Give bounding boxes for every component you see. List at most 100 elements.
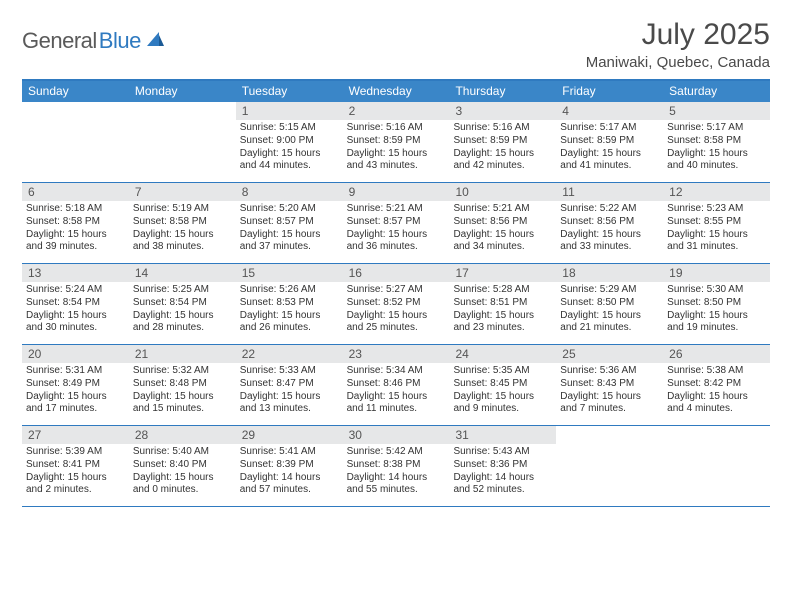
sunrise-text: Sunrise: 5:41 AM <box>240 446 339 459</box>
day-number: 15 <box>236 264 343 282</box>
sunset-text: Sunset: 8:42 PM <box>667 378 766 391</box>
daylight-text: Daylight: 15 hours and 34 minutes. <box>453 229 552 255</box>
sunrise-text: Sunrise: 5:28 AM <box>453 284 552 297</box>
sunrise-text: Sunrise: 5:36 AM <box>560 365 659 378</box>
sunrise-text: Sunrise: 5:23 AM <box>667 203 766 216</box>
day-number: 7 <box>129 183 236 201</box>
day-number: 25 <box>556 345 663 363</box>
day-info: Sunrise: 5:42 AMSunset: 8:38 PMDaylight:… <box>343 444 450 501</box>
day-number: 8 <box>236 183 343 201</box>
day-number: 19 <box>663 264 770 282</box>
calendar-cell: 18Sunrise: 5:29 AMSunset: 8:50 PMDayligh… <box>556 264 663 344</box>
day-info: Sunrise: 5:29 AMSunset: 8:50 PMDaylight:… <box>556 282 663 339</box>
day-info: Sunrise: 5:16 AMSunset: 8:59 PMDaylight:… <box>343 120 450 177</box>
day-number: 9 <box>343 183 450 201</box>
calendar-cell: 4Sunrise: 5:17 AMSunset: 8:59 PMDaylight… <box>556 102 663 182</box>
day-number: 13 <box>22 264 129 282</box>
daylight-text: Daylight: 15 hours and 36 minutes. <box>347 229 446 255</box>
day-info: Sunrise: 5:36 AMSunset: 8:43 PMDaylight:… <box>556 363 663 420</box>
sunrise-text: Sunrise: 5:16 AM <box>347 122 446 135</box>
day-number: 4 <box>556 102 663 120</box>
weekday-header-row: Sunday Monday Tuesday Wednesday Thursday… <box>22 81 770 102</box>
day-number: 27 <box>22 426 129 444</box>
day-info: Sunrise: 5:24 AMSunset: 8:54 PMDaylight:… <box>22 282 129 339</box>
sunset-text: Sunset: 8:55 PM <box>667 216 766 229</box>
daylight-text: Daylight: 15 hours and 15 minutes. <box>133 391 232 417</box>
calendar-cell: 19Sunrise: 5:30 AMSunset: 8:50 PMDayligh… <box>663 264 770 344</box>
day-info: Sunrise: 5:41 AMSunset: 8:39 PMDaylight:… <box>236 444 343 501</box>
day-info: Sunrise: 5:33 AMSunset: 8:47 PMDaylight:… <box>236 363 343 420</box>
sunset-text: Sunset: 8:47 PM <box>240 378 339 391</box>
title-block: July 2025 Maniwaki, Quebec, Canada <box>586 18 770 71</box>
day-number: 14 <box>129 264 236 282</box>
day-number: 28 <box>129 426 236 444</box>
sunrise-text: Sunrise: 5:21 AM <box>453 203 552 216</box>
daylight-text: Daylight: 15 hours and 30 minutes. <box>26 310 125 336</box>
sunrise-text: Sunrise: 5:43 AM <box>453 446 552 459</box>
sunrise-text: Sunrise: 5:16 AM <box>453 122 552 135</box>
sunset-text: Sunset: 8:57 PM <box>347 216 446 229</box>
day-number: 17 <box>449 264 556 282</box>
day-info: Sunrise: 5:18 AMSunset: 8:58 PMDaylight:… <box>22 201 129 258</box>
daylight-text: Daylight: 15 hours and 19 minutes. <box>667 310 766 336</box>
calendar-cell: 12Sunrise: 5:23 AMSunset: 8:55 PMDayligh… <box>663 183 770 263</box>
calendar-cell: 8Sunrise: 5:20 AMSunset: 8:57 PMDaylight… <box>236 183 343 263</box>
day-info: Sunrise: 5:31 AMSunset: 8:49 PMDaylight:… <box>22 363 129 420</box>
sunset-text: Sunset: 8:54 PM <box>26 297 125 310</box>
day-number: 20 <box>22 345 129 363</box>
sunset-text: Sunset: 8:36 PM <box>453 459 552 472</box>
calendar-cell: 6Sunrise: 5:18 AMSunset: 8:58 PMDaylight… <box>22 183 129 263</box>
sunrise-text: Sunrise: 5:29 AM <box>560 284 659 297</box>
sunset-text: Sunset: 8:59 PM <box>560 135 659 148</box>
weekday-wednesday: Wednesday <box>343 81 450 102</box>
location-label: Maniwaki, Quebec, Canada <box>586 54 770 71</box>
day-info: Sunrise: 5:39 AMSunset: 8:41 PMDaylight:… <box>22 444 129 501</box>
calendar-cell: 5Sunrise: 5:17 AMSunset: 8:58 PMDaylight… <box>663 102 770 182</box>
sunrise-text: Sunrise: 5:42 AM <box>347 446 446 459</box>
daylight-text: Daylight: 14 hours and 52 minutes. <box>453 472 552 498</box>
daylight-text: Daylight: 15 hours and 21 minutes. <box>560 310 659 336</box>
logo-text-1: General <box>22 28 97 54</box>
daylight-text: Daylight: 15 hours and 37 minutes. <box>240 229 339 255</box>
day-number: 3 <box>449 102 556 120</box>
day-info: Sunrise: 5:26 AMSunset: 8:53 PMDaylight:… <box>236 282 343 339</box>
daylight-text: Daylight: 15 hours and 23 minutes. <box>453 310 552 336</box>
weekday-monday: Monday <box>129 81 236 102</box>
daylight-text: Daylight: 15 hours and 9 minutes. <box>453 391 552 417</box>
sunset-text: Sunset: 8:51 PM <box>453 297 552 310</box>
sunrise-text: Sunrise: 5:32 AM <box>133 365 232 378</box>
day-number: 1 <box>236 102 343 120</box>
day-info: Sunrise: 5:25 AMSunset: 8:54 PMDaylight:… <box>129 282 236 339</box>
day-number: 23 <box>343 345 450 363</box>
weekday-tuesday: Tuesday <box>236 81 343 102</box>
sunrise-text: Sunrise: 5:22 AM <box>560 203 659 216</box>
daylight-text: Daylight: 15 hours and 33 minutes. <box>560 229 659 255</box>
day-info: Sunrise: 5:15 AMSunset: 9:00 PMDaylight:… <box>236 120 343 177</box>
calendar-cell: 30Sunrise: 5:42 AMSunset: 8:38 PMDayligh… <box>343 426 450 506</box>
day-info: Sunrise: 5:34 AMSunset: 8:46 PMDaylight:… <box>343 363 450 420</box>
calendar-cell: . <box>663 426 770 506</box>
day-number: 12 <box>663 183 770 201</box>
calendar-cell: 9Sunrise: 5:21 AMSunset: 8:57 PMDaylight… <box>343 183 450 263</box>
calendar-cell: 22Sunrise: 5:33 AMSunset: 8:47 PMDayligh… <box>236 345 343 425</box>
daylight-text: Daylight: 15 hours and 42 minutes. <box>453 148 552 174</box>
calendar-cell: 20Sunrise: 5:31 AMSunset: 8:49 PMDayligh… <box>22 345 129 425</box>
day-info: Sunrise: 5:38 AMSunset: 8:42 PMDaylight:… <box>663 363 770 420</box>
daylight-text: Daylight: 14 hours and 57 minutes. <box>240 472 339 498</box>
logo-text-2: Blue <box>99 28 141 54</box>
calendar-cell: 28Sunrise: 5:40 AMSunset: 8:40 PMDayligh… <box>129 426 236 506</box>
calendar-week: 13Sunrise: 5:24 AMSunset: 8:54 PMDayligh… <box>22 264 770 345</box>
sunrise-text: Sunrise: 5:15 AM <box>240 122 339 135</box>
day-info: Sunrise: 5:23 AMSunset: 8:55 PMDaylight:… <box>663 201 770 258</box>
sunset-text: Sunset: 8:56 PM <box>560 216 659 229</box>
day-number: 22 <box>236 345 343 363</box>
calendar-cell: 24Sunrise: 5:35 AMSunset: 8:45 PMDayligh… <box>449 345 556 425</box>
day-number: 21 <box>129 345 236 363</box>
calendar-cell: 10Sunrise: 5:21 AMSunset: 8:56 PMDayligh… <box>449 183 556 263</box>
calendar-cell: 11Sunrise: 5:22 AMSunset: 8:56 PMDayligh… <box>556 183 663 263</box>
day-number: 31 <box>449 426 556 444</box>
daylight-text: Daylight: 15 hours and 40 minutes. <box>667 148 766 174</box>
daylight-text: Daylight: 15 hours and 13 minutes. <box>240 391 339 417</box>
calendar-cell: 21Sunrise: 5:32 AMSunset: 8:48 PMDayligh… <box>129 345 236 425</box>
sunrise-text: Sunrise: 5:17 AM <box>560 122 659 135</box>
